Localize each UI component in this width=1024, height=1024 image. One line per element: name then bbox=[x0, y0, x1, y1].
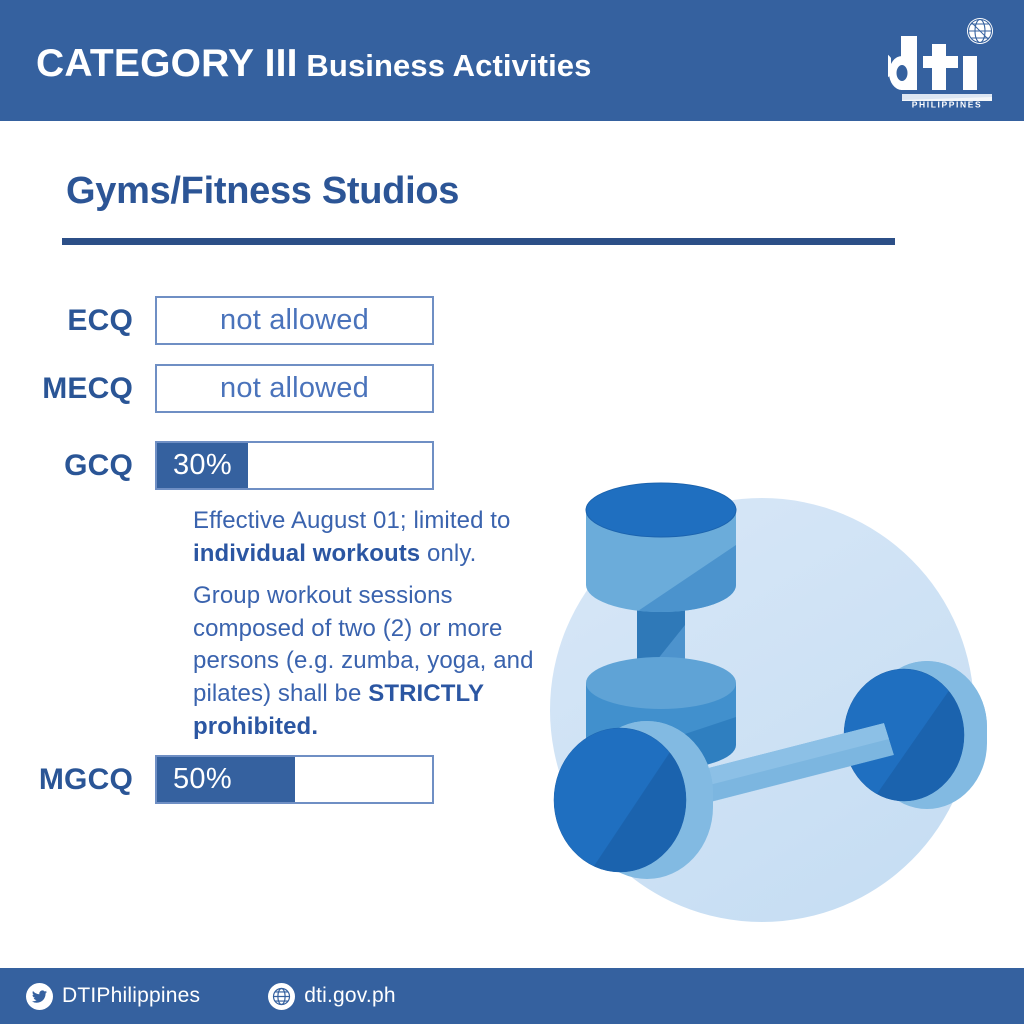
dti-country-label: PHILIPPINES bbox=[912, 100, 983, 109]
globe-icon bbox=[268, 982, 296, 1010]
footer-twitter-link[interactable]: DTIPhilippines bbox=[26, 982, 201, 1010]
note1-text-a: Effective August 01; limited to bbox=[193, 507, 511, 534]
note2-text-a: Group workout sessions composed of two (… bbox=[193, 582, 534, 707]
status-box-ecq[interactable]: not allowed bbox=[155, 296, 434, 345]
dumbbells-illustration bbox=[550, 482, 987, 922]
twitter-icon bbox=[26, 982, 53, 1010]
note1-text-bold: individual workouts bbox=[193, 539, 421, 567]
row-label-mecq: MECQ bbox=[42, 371, 133, 405]
horizontal-dumbbell bbox=[553, 661, 987, 879]
capacity-bar-fill-mgcq: 50% bbox=[157, 757, 295, 802]
footer-website-url: dti.gov.ph bbox=[304, 984, 396, 1007]
row-label-ecq: ECQ bbox=[67, 303, 133, 337]
row-ecq: ECQ not allowed bbox=[20, 296, 434, 345]
footer-website-link[interactable]: dti.gov.ph bbox=[268, 982, 396, 1010]
note2-text-bold: STRICTLY prohibited. bbox=[193, 679, 484, 740]
vertical-dumbbell bbox=[585, 482, 737, 770]
row-mecq: MECQ not allowed bbox=[20, 364, 434, 413]
row-gcq: GCQ 30% bbox=[20, 441, 434, 490]
note1-text-b: only. bbox=[420, 539, 477, 567]
status-box-mecq[interactable]: not allowed bbox=[155, 364, 434, 413]
header-subtitle: Business Activities bbox=[297, 48, 592, 83]
row-label-mgcq: MGCQ bbox=[38, 762, 133, 796]
status-text-mecq: not allowed bbox=[220, 372, 369, 404]
footer-twitter-handle: DTIPhilippines bbox=[62, 984, 201, 1007]
capacity-value-gcq: 30% bbox=[173, 449, 232, 481]
page-title: CATEGORY III Business Activities bbox=[36, 44, 591, 83]
row-label-gcq: GCQ bbox=[64, 448, 133, 482]
title-divider bbox=[62, 238, 895, 245]
capacity-bar-gcq[interactable]: 30% bbox=[155, 441, 434, 490]
section-title: Gyms/Fitness Studios bbox=[66, 170, 460, 212]
footer-bar: DTIPhilippines dti.gov.ph bbox=[0, 968, 1024, 1024]
row-mgcq: MGCQ 50% bbox=[20, 755, 434, 804]
capacity-bar-fill-gcq: 30% bbox=[157, 443, 248, 488]
header-bar: CATEGORY III Business Activities bbox=[0, 0, 1024, 121]
dti-logo: PHILIPPINES bbox=[888, 18, 993, 109]
note-gcq-effective: Effective August 01; limited to individu… bbox=[193, 505, 538, 570]
capacity-bar-mgcq[interactable]: 50% bbox=[155, 755, 434, 804]
status-text-ecq: not allowed bbox=[220, 304, 369, 336]
dti-globe-icon bbox=[967, 18, 993, 44]
capacity-value-mgcq: 50% bbox=[173, 763, 232, 795]
note-gcq-prohibition: Group workout sessions composed of two (… bbox=[193, 580, 538, 743]
header-category-label: CATEGORY III bbox=[36, 42, 298, 85]
